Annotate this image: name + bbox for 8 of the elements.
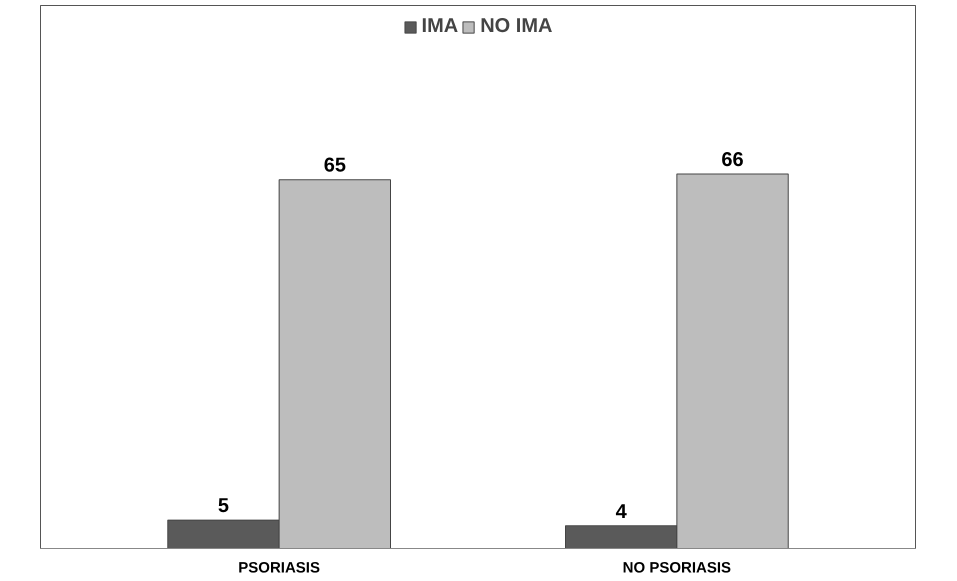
- legend-label: IMA: [422, 15, 458, 38]
- x-tick-label: NO PSORIASIS: [622, 560, 732, 576]
- data-label: 4: [616, 500, 628, 523]
- data-label: 65: [324, 154, 346, 177]
- x-tick-label: PSORIASIS: [238, 560, 320, 576]
- data-label: 66: [721, 149, 744, 172]
- data-label: 5: [218, 495, 230, 518]
- legend-label: NO IMA: [480, 15, 552, 38]
